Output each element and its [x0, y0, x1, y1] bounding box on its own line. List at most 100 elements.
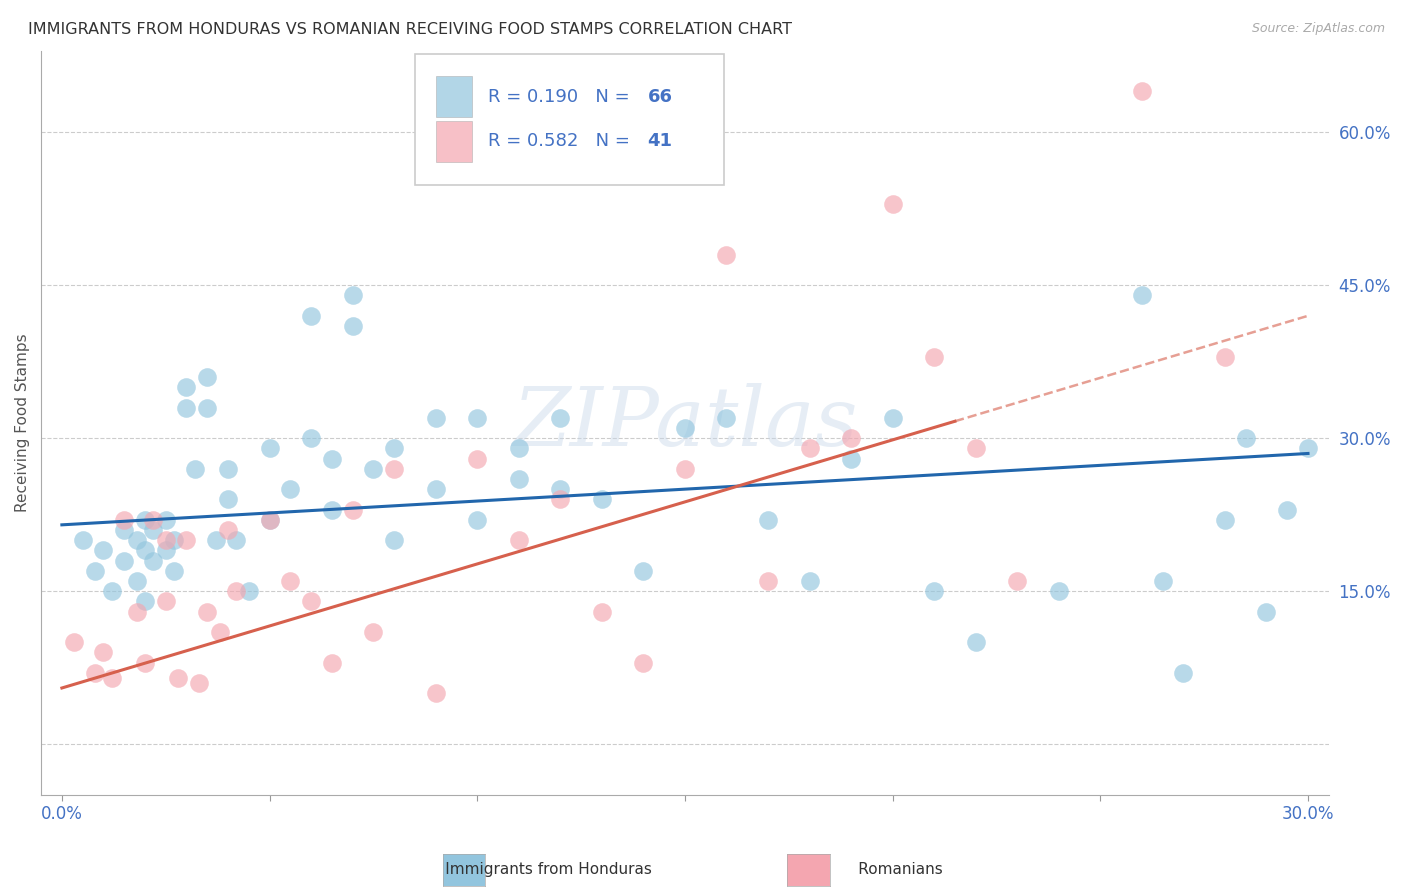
Point: [425, 686, 447, 700]
Point: [965, 442, 987, 456]
Point: [465, 513, 488, 527]
Point: [125, 605, 148, 619]
Point: [155, 543, 177, 558]
Point: [184, 462, 207, 476]
Point: [465, 451, 488, 466]
Point: [72, 533, 94, 548]
Point: [217, 462, 239, 476]
Point: [363, 462, 385, 476]
Point: [591, 492, 613, 507]
Point: [922, 350, 945, 364]
Point: [278, 574, 301, 588]
Point: [155, 594, 177, 608]
Point: [1234, 431, 1257, 445]
Point: [1296, 442, 1319, 456]
Point: [508, 472, 530, 486]
Point: [259, 513, 281, 527]
Point: [195, 401, 218, 415]
Point: [425, 482, 447, 496]
Point: [176, 401, 198, 415]
Text: R = 0.582   N =: R = 0.582 N =: [488, 133, 636, 151]
Point: [1256, 605, 1278, 619]
Point: [176, 533, 198, 548]
Bar: [436, 77, 472, 118]
Point: [134, 513, 156, 527]
Point: [195, 605, 218, 619]
Point: [84, 564, 107, 578]
Point: [508, 533, 530, 548]
Text: 41: 41: [648, 133, 672, 151]
Point: [112, 513, 135, 527]
Point: [425, 410, 447, 425]
Point: [922, 584, 945, 599]
Point: [550, 482, 572, 496]
Y-axis label: Receiving Food Stamps: Receiving Food Stamps: [15, 334, 30, 512]
Point: [100, 671, 122, 685]
Text: R = 0.190   N =: R = 0.190 N =: [488, 87, 636, 106]
Point: [321, 451, 343, 466]
Point: [1213, 350, 1236, 364]
Point: [550, 492, 572, 507]
Point: [176, 380, 198, 394]
Point: [1130, 85, 1153, 99]
Point: [63, 635, 86, 649]
Point: [1152, 574, 1174, 588]
Point: [465, 410, 488, 425]
Point: [716, 247, 738, 261]
Point: [225, 533, 247, 548]
Point: [756, 513, 779, 527]
Point: [342, 502, 364, 516]
Point: [382, 533, 405, 548]
Point: [259, 442, 281, 456]
Point: [93, 543, 115, 558]
Point: [1173, 665, 1195, 680]
Point: [155, 533, 177, 548]
Point: [882, 196, 904, 211]
Point: [839, 451, 862, 466]
Point: [100, 584, 122, 599]
Point: [134, 656, 156, 670]
Point: [508, 442, 530, 456]
Point: [155, 513, 177, 527]
Point: [673, 462, 696, 476]
Point: [342, 288, 364, 302]
Point: [225, 584, 247, 599]
Point: [163, 564, 186, 578]
Text: IMMIGRANTS FROM HONDURAS VS ROMANIAN RECEIVING FOOD STAMPS CORRELATION CHART: IMMIGRANTS FROM HONDURAS VS ROMANIAN REC…: [28, 22, 792, 37]
Point: [1213, 513, 1236, 527]
Point: [321, 656, 343, 670]
Point: [299, 431, 322, 445]
Text: Immigrants from Honduras: Immigrants from Honduras: [416, 863, 652, 877]
Point: [163, 533, 186, 548]
Point: [204, 533, 226, 548]
Point: [839, 431, 862, 445]
Point: [238, 584, 260, 599]
Point: [591, 605, 613, 619]
Text: ZIPatlas: ZIPatlas: [512, 383, 858, 463]
Point: [321, 502, 343, 516]
Bar: [436, 121, 472, 162]
Point: [134, 594, 156, 608]
Point: [142, 523, 165, 537]
Point: [259, 513, 281, 527]
Point: [217, 523, 239, 537]
Point: [756, 574, 779, 588]
Point: [217, 492, 239, 507]
Point: [195, 370, 218, 384]
Point: [208, 624, 231, 639]
Point: [1277, 502, 1299, 516]
Point: [382, 462, 405, 476]
Point: [716, 410, 738, 425]
Point: [673, 421, 696, 435]
Point: [799, 442, 821, 456]
Point: [1007, 574, 1029, 588]
Point: [278, 482, 301, 496]
Point: [84, 665, 107, 680]
Point: [93, 645, 115, 659]
Point: [142, 553, 165, 567]
Point: [112, 553, 135, 567]
Point: [299, 309, 322, 323]
Point: [799, 574, 821, 588]
Point: [125, 533, 148, 548]
Point: [363, 624, 385, 639]
